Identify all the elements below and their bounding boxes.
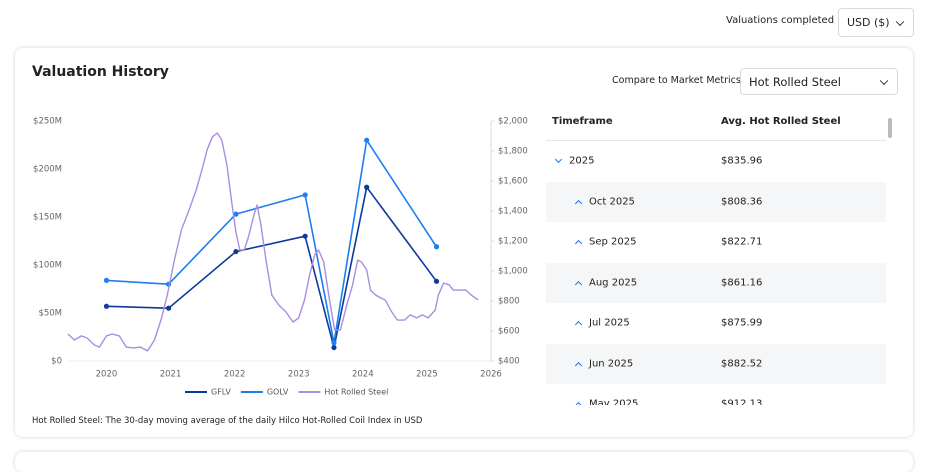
table-row[interactable]: Sep 2025 $822.71 xyxy=(546,222,886,262)
y2-tick-label: $1,600 xyxy=(498,177,528,187)
x-tick-label: 2020 xyxy=(96,370,118,380)
legend-label: GFLV xyxy=(211,388,231,397)
table-row[interactable]: May 2025 $912.13 xyxy=(546,384,886,405)
y2-tick-label: $800 xyxy=(498,297,520,307)
y-tick-label: $0 xyxy=(51,357,62,367)
table-header: Timeframe Avg. Hot Rolled Steel xyxy=(546,108,886,141)
value-cell: $861.16 xyxy=(721,277,763,288)
header-cell: Avg. Hot Rolled Steel xyxy=(721,116,841,127)
point xyxy=(364,137,370,143)
point xyxy=(433,278,440,284)
point xyxy=(302,233,308,239)
timeframe-cell: Jun 2025 xyxy=(589,358,634,369)
currency-select[interactable]: USD ($) xyxy=(838,8,914,37)
table-row[interactable]: Jul 2025 $875.99 xyxy=(546,303,886,343)
legend-label: Hot Rolled Steel xyxy=(324,388,388,397)
footnote: Hot Rolled Steel: The 30-day moving aver… xyxy=(32,416,423,426)
timeframe-cell: Sep 2025 xyxy=(589,236,637,248)
scrollbar[interactable] xyxy=(888,118,892,138)
x-tick-label: 2024 xyxy=(352,370,374,380)
next-card xyxy=(15,452,913,472)
chart: $0 $50M $100M $150M $200M $250M $400 $600 $800 $1… xyxy=(33,117,528,397)
chevron xyxy=(574,361,583,369)
card-title: Valuation History xyxy=(32,64,169,80)
y-tick-label: $100M xyxy=(33,261,62,271)
y2-tick-label: $400 xyxy=(498,357,520,367)
y2-tick-label: $2,000 xyxy=(498,117,528,127)
table-row[interactable]: 2025 $835.96 xyxy=(546,141,886,181)
x-tick-label: 2022 xyxy=(224,370,246,380)
compare-select[interactable]: Hot Rolled Steel xyxy=(740,68,898,95)
x-tick-label: 2023 xyxy=(288,370,310,380)
chevron xyxy=(574,239,583,248)
compare-value: Hot Rolled Steel xyxy=(749,74,841,89)
series-line xyxy=(67,132,479,352)
y-tick-label: $250M xyxy=(33,117,62,127)
point xyxy=(233,211,239,217)
x-tick-label: 2025 xyxy=(416,370,438,380)
series-line xyxy=(106,139,438,344)
series-line xyxy=(106,186,438,349)
compare-label: Compare to Market Metrics xyxy=(612,75,741,86)
point xyxy=(302,192,308,198)
y-tick-label: $50M xyxy=(38,309,62,319)
table-row[interactable]: Oct 2025 $808.36 xyxy=(546,181,886,222)
timeframe-cell: Jul 2025 xyxy=(589,317,630,329)
currency-label: Valuations completed in xyxy=(726,15,847,26)
table-row[interactable]: Aug 2025 $861.16 xyxy=(546,262,886,303)
header-cell: Timeframe xyxy=(552,116,613,127)
chevron xyxy=(554,155,563,164)
x-tick-label: 2021 xyxy=(160,370,182,380)
timeframe-cell: 2025 xyxy=(569,155,595,167)
point xyxy=(331,340,337,346)
value-cell: $882.52 xyxy=(721,358,763,369)
currency-value: USD ($) xyxy=(847,16,890,29)
point xyxy=(433,244,440,250)
chevron xyxy=(574,199,583,207)
value-cell: $808.36 xyxy=(721,196,763,207)
y2-tick-label: $1,400 xyxy=(498,207,528,217)
value-cell: $912.13 xyxy=(721,398,763,406)
point xyxy=(233,248,239,255)
value-cell: $875.99 xyxy=(721,317,763,329)
timeframe-cell: Aug 2025 xyxy=(589,277,638,288)
timeframe-cell: May 2025 xyxy=(589,398,639,406)
point xyxy=(364,184,370,190)
chevron xyxy=(574,280,583,288)
y-tick-label: $200M xyxy=(33,165,62,175)
y2-tick-label: $600 xyxy=(498,327,520,337)
point xyxy=(103,277,110,283)
point xyxy=(103,303,110,309)
table: Timeframe Avg. Hot Rolled Steel 2025 $835.9… xyxy=(546,108,886,405)
y2-tick-label: $1,800 xyxy=(498,147,528,157)
y-tick-label: $150M xyxy=(33,213,62,223)
timeframe-cell: Oct 2025 xyxy=(589,196,635,207)
y2-tick-label: $1,200 xyxy=(498,237,528,247)
x-tick-label: 2026 xyxy=(480,370,502,380)
legend-label: GOLV xyxy=(267,388,289,397)
page: Valuations completed in USD ($) Valuatio… xyxy=(32,8,914,426)
point xyxy=(166,305,172,311)
table-row[interactable]: Jun 2025 $882.52 xyxy=(546,343,886,384)
chevron xyxy=(574,401,583,405)
value-cell: $822.71 xyxy=(721,236,763,248)
value-cell: $835.96 xyxy=(721,155,763,167)
point xyxy=(331,344,337,351)
y2-tick-label: $1,000 xyxy=(498,267,528,277)
chevron xyxy=(574,320,583,329)
